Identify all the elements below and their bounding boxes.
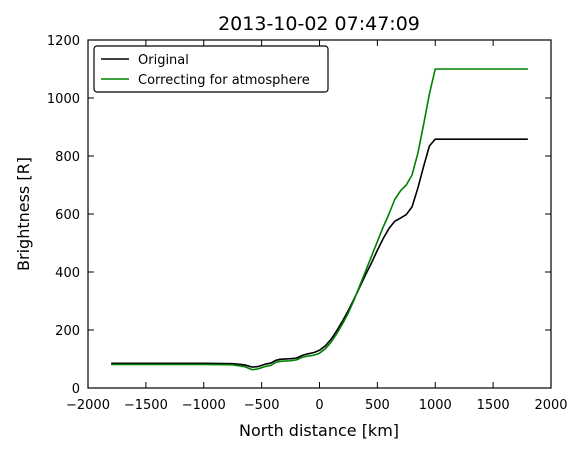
- x-tick-label: 2000: [534, 398, 567, 413]
- x-tick-label: −1000: [182, 398, 226, 413]
- x-tick-label: −1500: [124, 398, 168, 413]
- x-tick-label: −500: [244, 398, 280, 413]
- x-axis-label: North distance [km]: [239, 421, 399, 440]
- chart-title: 2013-10-02 07:47:09: [218, 13, 420, 35]
- x-tick-label: 1000: [419, 398, 452, 413]
- ticks: −2000 −1500 −1000 −500 0 500 1000 1500 2000 0 200 4…: [47, 34, 568, 413]
- series-layer: [111, 68, 528, 371]
- y-tick-label: 0: [72, 382, 80, 397]
- y-tick-label: 1000: [47, 92, 80, 107]
- series-line-original: [111, 138, 528, 368]
- y-tick-label: 600: [55, 208, 80, 223]
- y-tick-label: 800: [55, 150, 80, 165]
- legend-label-atmosphere: Correcting for atmosphere: [138, 73, 310, 88]
- y-tick-label: 1200: [47, 34, 80, 49]
- x-tick-label: 1500: [477, 398, 510, 413]
- plot-area: [88, 40, 551, 388]
- series-line-atmosphere: [111, 68, 528, 371]
- x-tick-label: 500: [365, 398, 390, 413]
- legend-box: [93, 45, 329, 93]
- x-tick-label: −2000: [66, 398, 110, 413]
- plot-background: [88, 40, 551, 388]
- legend: Original Correcting for atmosphere: [93, 45, 329, 93]
- y-tick-label: 200: [55, 324, 80, 339]
- x-tick-label: 0: [315, 398, 323, 413]
- y-tick-label: 400: [55, 266, 80, 281]
- legend-label-original: Original: [138, 53, 189, 68]
- y-axis-label: Brightness [R]: [14, 157, 33, 271]
